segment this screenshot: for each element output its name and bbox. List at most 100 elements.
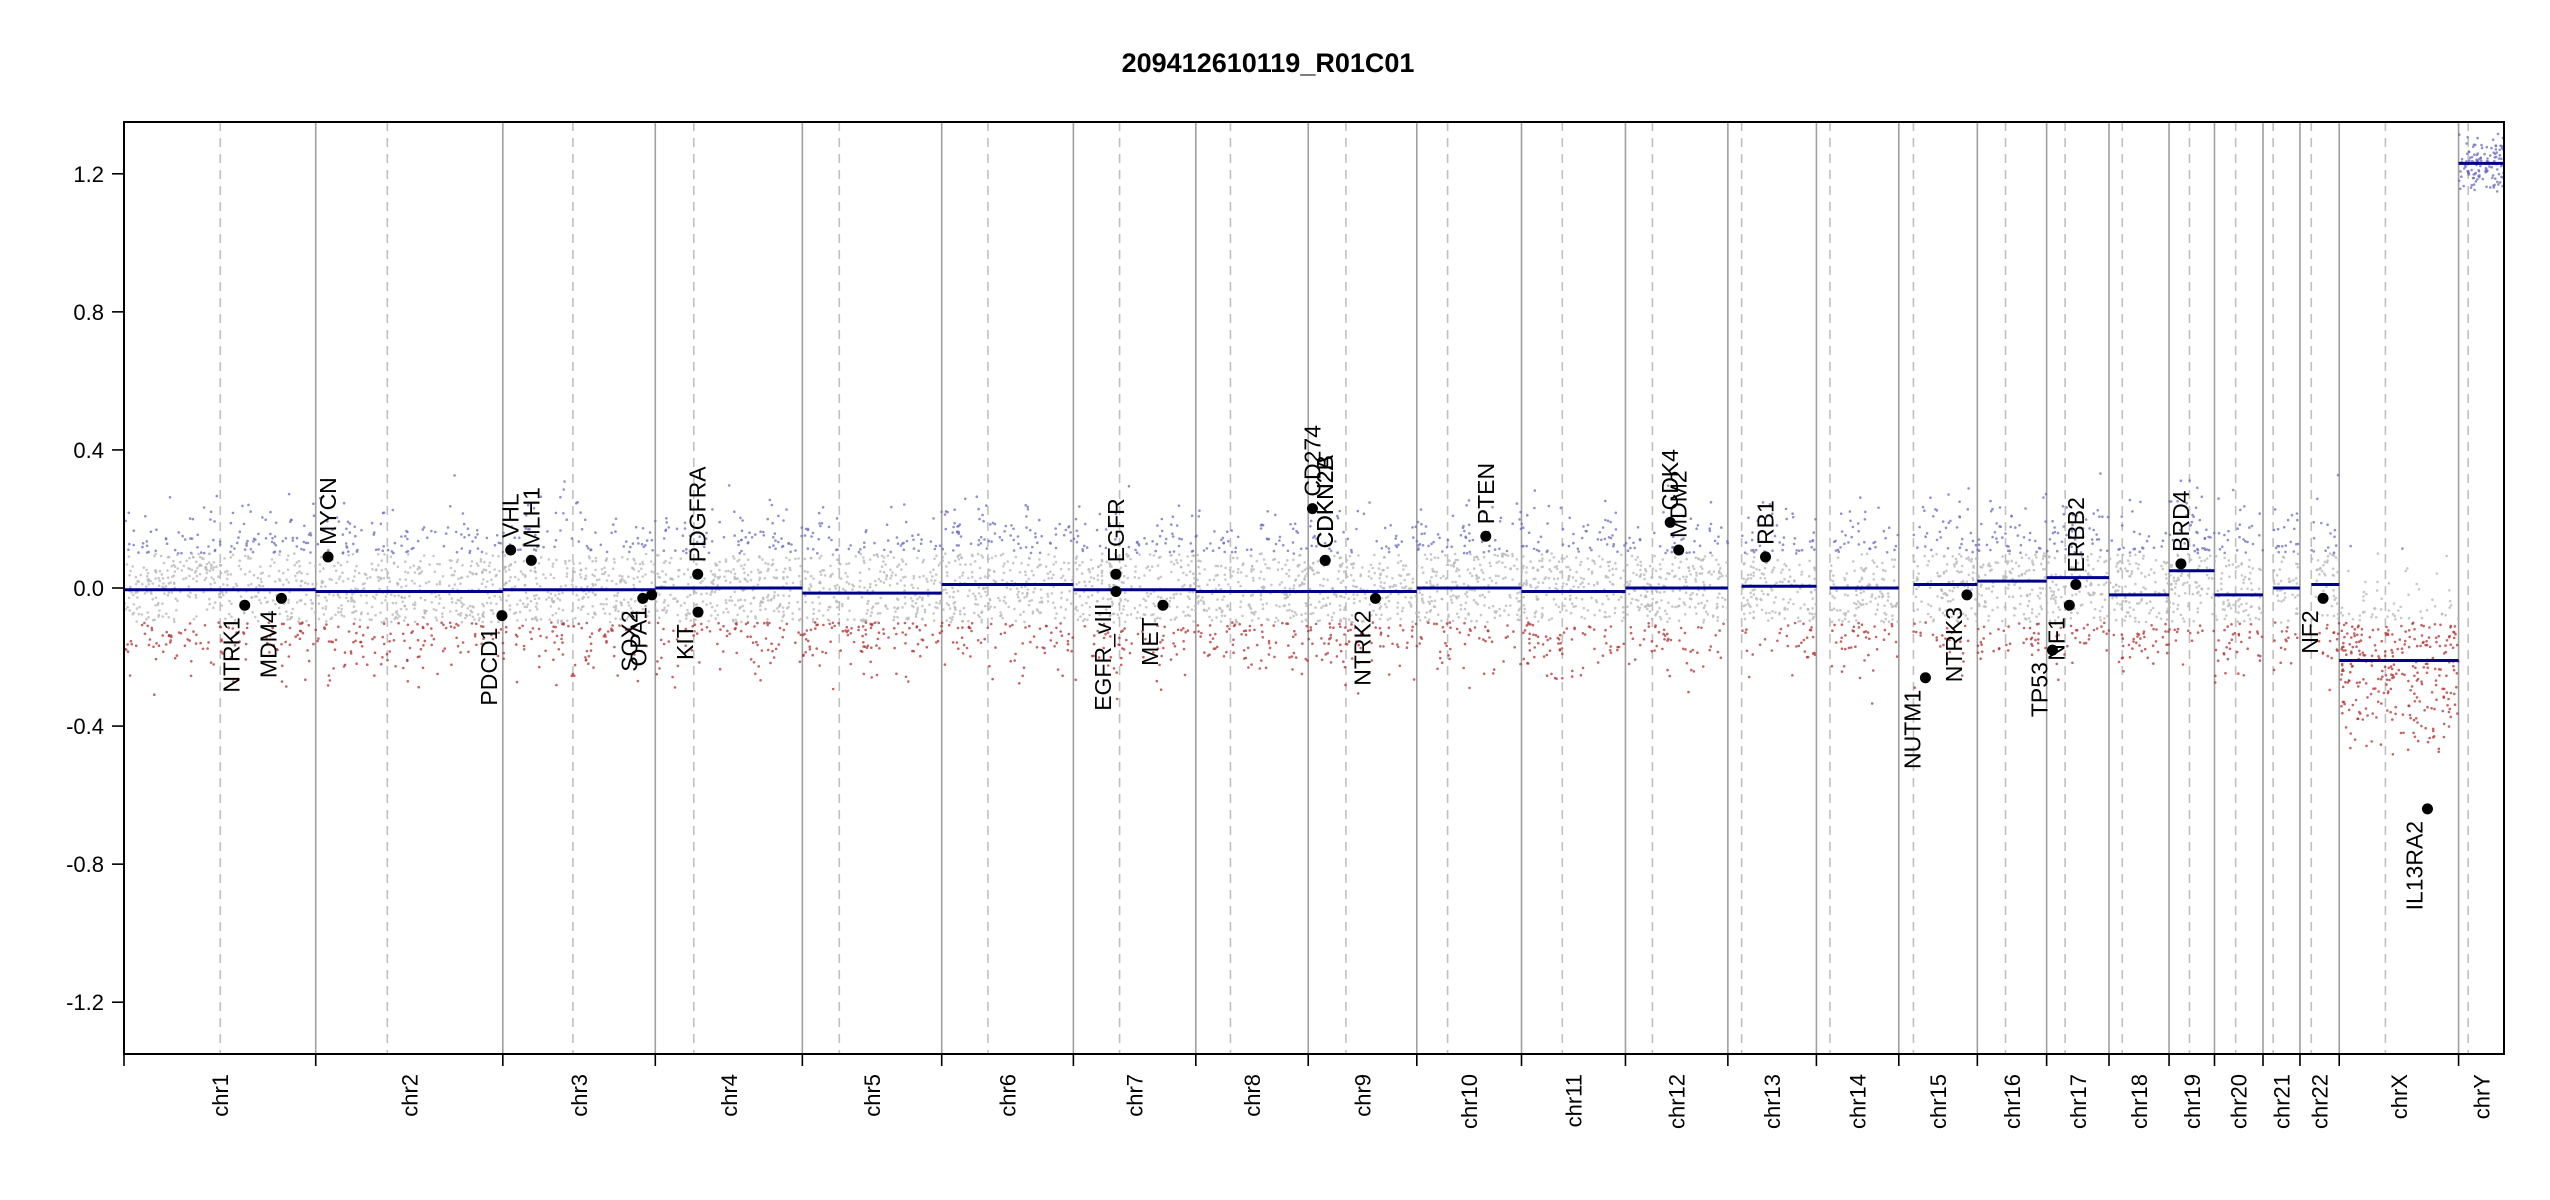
probe-point bbox=[324, 607, 328, 611]
probe-point bbox=[379, 611, 382, 614]
probe-point bbox=[1177, 504, 1181, 508]
probe-point bbox=[546, 590, 550, 594]
probe-point bbox=[307, 533, 311, 536]
probe-point bbox=[939, 561, 942, 565]
probe-point bbox=[678, 619, 682, 623]
probe-point bbox=[1287, 574, 1291, 578]
probe-point bbox=[462, 522, 466, 526]
probe-point bbox=[1123, 591, 1127, 594]
probe-point bbox=[1681, 647, 1685, 651]
probe-point bbox=[977, 592, 981, 595]
probe-point bbox=[545, 636, 548, 639]
probe-point bbox=[1002, 565, 1005, 568]
probe-point bbox=[580, 605, 584, 609]
probe-point bbox=[1627, 584, 1630, 588]
probe-point bbox=[911, 534, 914, 537]
probe-point bbox=[785, 582, 788, 585]
probe-point bbox=[437, 593, 441, 597]
probe-point bbox=[338, 575, 342, 578]
probe-point bbox=[738, 551, 741, 555]
probe-point bbox=[557, 592, 561, 596]
probe-point bbox=[818, 602, 822, 605]
probe-point bbox=[637, 570, 641, 573]
probe-point bbox=[932, 619, 936, 622]
probe-point bbox=[1472, 567, 1476, 570]
probe-point bbox=[544, 649, 547, 653]
probe-point bbox=[552, 658, 555, 661]
probe-point bbox=[1523, 629, 1527, 632]
probe-point bbox=[977, 539, 981, 542]
probe-point bbox=[477, 619, 481, 622]
probe-point bbox=[828, 588, 831, 591]
probe-point bbox=[1379, 605, 1382, 608]
probe-point bbox=[306, 541, 310, 545]
probe-point bbox=[1464, 536, 1468, 539]
probe-point bbox=[1560, 647, 1564, 650]
probe-point bbox=[549, 592, 553, 595]
probe-point bbox=[1025, 591, 1029, 595]
probe-point bbox=[534, 549, 538, 552]
probe-point bbox=[1025, 580, 1028, 583]
probe-point bbox=[940, 629, 944, 633]
probe-point bbox=[1352, 593, 1355, 596]
probe-point bbox=[508, 604, 512, 607]
probe-point bbox=[149, 591, 153, 594]
probe-point bbox=[1126, 555, 1129, 558]
probe-point bbox=[1378, 602, 1381, 605]
probe-point bbox=[374, 569, 378, 572]
probe-point bbox=[481, 620, 485, 624]
probe-point bbox=[615, 582, 618, 586]
probe-point bbox=[224, 570, 227, 574]
probe-point bbox=[229, 550, 232, 554]
probe-point bbox=[1529, 583, 1532, 587]
probe-point bbox=[1048, 541, 1052, 545]
probe-point bbox=[830, 626, 834, 629]
probe-point bbox=[976, 552, 980, 556]
probe-point bbox=[1211, 549, 1215, 552]
probe-point bbox=[584, 577, 587, 580]
probe-point bbox=[763, 576, 767, 580]
probe-point bbox=[1210, 618, 1214, 622]
probe-point bbox=[1003, 562, 1006, 565]
probe-point bbox=[1451, 514, 1455, 518]
probe-point bbox=[1351, 620, 1354, 624]
probe-point bbox=[1402, 564, 1405, 567]
probe-point bbox=[127, 555, 131, 558]
probe-point bbox=[772, 544, 775, 547]
probe-point bbox=[466, 575, 469, 578]
probe-point bbox=[1370, 641, 1373, 645]
probe-point bbox=[867, 599, 870, 603]
probe-point bbox=[1682, 537, 1685, 540]
probe-point bbox=[1012, 549, 1016, 552]
probe-point bbox=[1290, 655, 1294, 658]
probe-point bbox=[161, 602, 164, 605]
probe-point bbox=[1547, 576, 1551, 580]
probe-point bbox=[1080, 604, 1084, 607]
probe-point bbox=[289, 518, 293, 522]
probe-point bbox=[1857, 543, 1861, 546]
probe-point bbox=[840, 602, 844, 606]
probe-point bbox=[1423, 553, 1427, 557]
probe-point bbox=[268, 591, 272, 594]
probe-point bbox=[911, 586, 915, 589]
probe-point bbox=[124, 608, 127, 611]
probe-point bbox=[1449, 647, 1452, 651]
probe-point bbox=[1636, 605, 1640, 609]
probe-point bbox=[1046, 592, 1049, 596]
probe-point bbox=[1196, 553, 1199, 557]
probe-point bbox=[1012, 561, 1015, 565]
probe-point bbox=[993, 532, 997, 535]
probe-point bbox=[775, 568, 778, 572]
probe-point bbox=[157, 613, 161, 617]
probe-point bbox=[1714, 634, 1717, 637]
probe-point bbox=[617, 609, 620, 613]
probe-point bbox=[397, 621, 400, 625]
probe-point bbox=[1557, 642, 1560, 645]
probe-point bbox=[716, 642, 719, 646]
probe-point bbox=[1275, 616, 1278, 620]
probe-point bbox=[984, 586, 988, 590]
probe-point bbox=[1387, 550, 1391, 554]
probe-point bbox=[1404, 596, 1407, 599]
probe-point bbox=[736, 613, 739, 617]
probe-point bbox=[1552, 556, 1556, 559]
